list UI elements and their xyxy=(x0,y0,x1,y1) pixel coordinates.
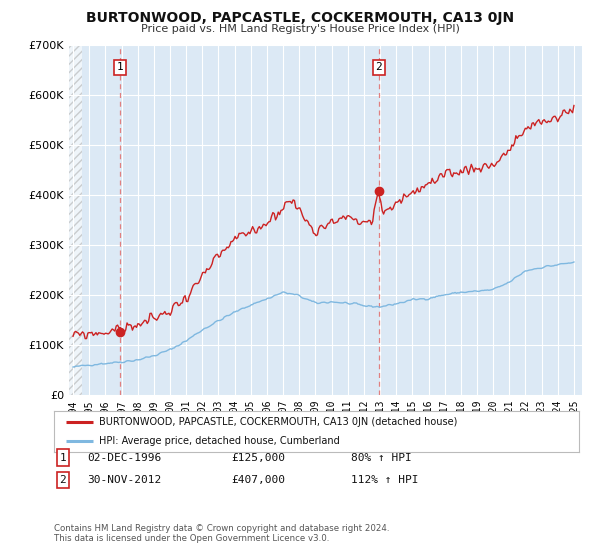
Text: BURTONWOOD, PAPCASTLE, COCKERMOUTH, CA13 0JN (detached house): BURTONWOOD, PAPCASTLE, COCKERMOUTH, CA13… xyxy=(98,417,457,427)
Text: 2: 2 xyxy=(376,62,382,72)
Text: 2: 2 xyxy=(59,475,67,485)
Text: 02-DEC-1996: 02-DEC-1996 xyxy=(87,452,161,463)
Text: Contains HM Land Registry data © Crown copyright and database right 2024.
This d: Contains HM Land Registry data © Crown c… xyxy=(54,524,389,543)
Text: £407,000: £407,000 xyxy=(231,475,285,485)
Text: 80% ↑ HPI: 80% ↑ HPI xyxy=(351,452,412,463)
Text: 1: 1 xyxy=(59,452,67,463)
Text: 112% ↑ HPI: 112% ↑ HPI xyxy=(351,475,419,485)
Text: £125,000: £125,000 xyxy=(231,452,285,463)
Text: HPI: Average price, detached house, Cumberland: HPI: Average price, detached house, Cumb… xyxy=(98,436,340,446)
Text: 30-NOV-2012: 30-NOV-2012 xyxy=(87,475,161,485)
Text: 1: 1 xyxy=(117,62,124,72)
Text: Price paid vs. HM Land Registry's House Price Index (HPI): Price paid vs. HM Land Registry's House … xyxy=(140,24,460,34)
Text: BURTONWOOD, PAPCASTLE, COCKERMOUTH, CA13 0JN: BURTONWOOD, PAPCASTLE, COCKERMOUTH, CA13… xyxy=(86,11,514,25)
